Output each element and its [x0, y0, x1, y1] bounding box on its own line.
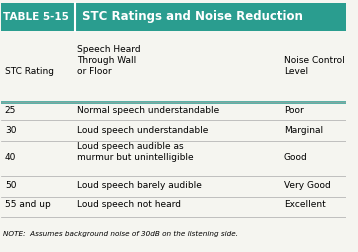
Text: Loud speech audible as
murmur but unintelligible: Loud speech audible as murmur but uninte… [77, 142, 194, 162]
Text: Marginal: Marginal [284, 126, 323, 135]
Text: STC Ratings and Noise Reduction: STC Ratings and Noise Reduction [82, 11, 303, 23]
Text: 40: 40 [5, 153, 16, 162]
Text: STC Rating: STC Rating [5, 67, 54, 76]
Text: Excellent: Excellent [284, 201, 325, 209]
Text: NOTE:  Assumes background noise of 30dB on the listening side.: NOTE: Assumes background noise of 30dB o… [3, 231, 238, 237]
Text: Loud speech not heard: Loud speech not heard [77, 201, 181, 209]
Text: 55 and up: 55 and up [5, 201, 50, 209]
Text: Poor: Poor [284, 106, 304, 115]
Text: Normal speech understandable: Normal speech understandable [77, 106, 219, 115]
Text: Good: Good [284, 153, 308, 162]
Text: Noise Control
Level: Noise Control Level [284, 56, 344, 76]
Text: 30: 30 [5, 126, 16, 135]
Text: 25: 25 [5, 106, 16, 115]
Text: Very Good: Very Good [284, 180, 330, 190]
Text: 50: 50 [5, 180, 16, 190]
Text: Loud speech understandable: Loud speech understandable [77, 126, 208, 135]
Text: Speech Heard
Through Wall
or Floor: Speech Heard Through Wall or Floor [77, 45, 141, 76]
Text: TABLE 5-15: TABLE 5-15 [3, 12, 69, 22]
Text: Loud speech barely audible: Loud speech barely audible [77, 180, 202, 190]
FancyBboxPatch shape [1, 3, 346, 31]
